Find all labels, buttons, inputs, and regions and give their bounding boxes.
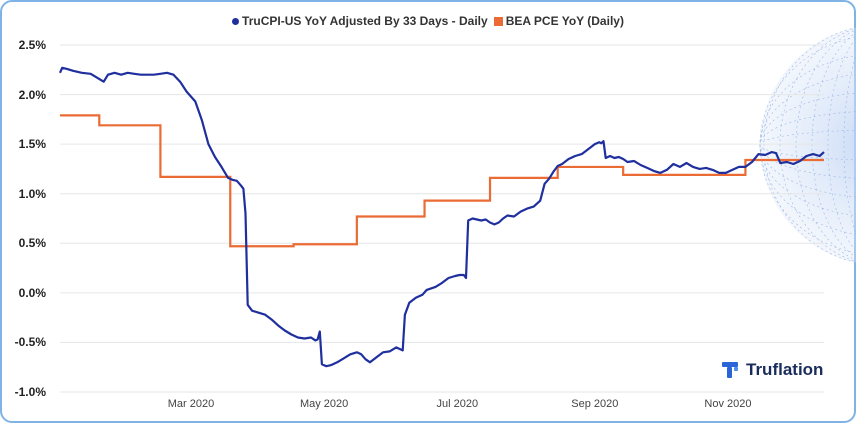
y-tick-label: 2.0% bbox=[18, 87, 46, 102]
legend-item-pce[interactable]: BEA PCE YoY (Daily) bbox=[493, 14, 624, 28]
globe-watermark bbox=[759, 27, 856, 263]
gridlines bbox=[60, 44, 824, 393]
x-tick-label: May 2020 bbox=[299, 398, 349, 410]
y-tick-label: 1.5% bbox=[18, 137, 46, 152]
truflation-logo: Truflation bbox=[720, 359, 823, 381]
y-tick-label: -0.5% bbox=[14, 335, 46, 350]
globe-parallel bbox=[759, 36, 856, 254]
y-tick-label: 1.0% bbox=[18, 186, 46, 201]
x-tick-label: Nov 2020 bbox=[704, 398, 752, 410]
globe-meridian bbox=[827, 38, 856, 252]
legend: TruCPI-US YoY Adjusted By 33 Days - Dail… bbox=[0, 14, 856, 28]
y-tick-label: 0.5% bbox=[18, 236, 46, 251]
legend-label-pce: BEA PCE YoY (Daily) bbox=[505, 14, 624, 28]
y-tick-label: -1.0% bbox=[14, 385, 46, 399]
truflation-mark-icon bbox=[722, 362, 738, 378]
legend-label-trucpi: TruCPI-US YoY Adjusted By 33 Days - Dail… bbox=[242, 14, 488, 28]
series-layer bbox=[58, 66, 825, 368]
globe-meridian bbox=[811, 32, 856, 258]
legend-marker-trucpi bbox=[232, 17, 240, 25]
legend-item-trucpi[interactable]: TruCPI-US YoY Adjusted By 33 Days - Dail… bbox=[232, 14, 488, 28]
x-tick-label: Jul 2020 bbox=[436, 398, 479, 410]
legend-marker-pce bbox=[493, 16, 503, 26]
series-line-bea-pce bbox=[60, 114, 824, 248]
y-tick-label: 2.5% bbox=[18, 38, 46, 52]
globe-meridian bbox=[763, 27, 856, 263]
y-tick-label: 0.0% bbox=[18, 285, 46, 300]
x-tick-label: Sep 2020 bbox=[571, 398, 619, 410]
globe-meridian bbox=[779, 28, 856, 262]
x-tick-label: Mar 2020 bbox=[167, 398, 215, 410]
series-line-trucpi bbox=[58, 66, 825, 368]
brand-name: Truflation bbox=[746, 360, 824, 379]
